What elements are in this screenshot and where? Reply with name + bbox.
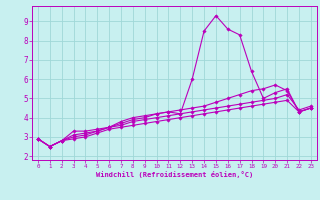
X-axis label: Windchill (Refroidissement éolien,°C): Windchill (Refroidissement éolien,°C) [96, 171, 253, 178]
